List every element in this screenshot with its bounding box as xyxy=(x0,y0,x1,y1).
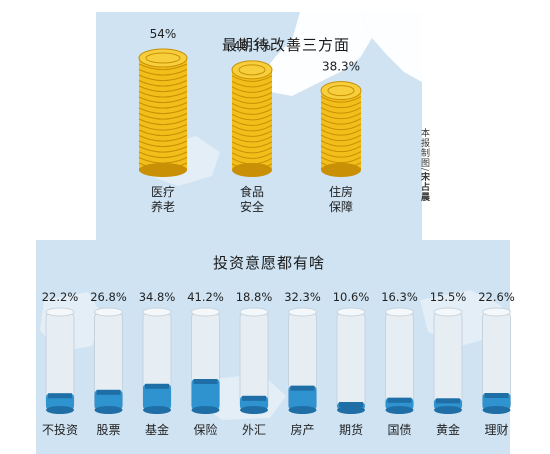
jar xyxy=(433,307,463,414)
jar xyxy=(239,307,269,414)
value-label: 22.6% xyxy=(478,290,515,304)
jar xyxy=(45,307,75,414)
coin-stack xyxy=(231,60,273,177)
category-label: 国债 xyxy=(387,423,411,437)
jar-liquid xyxy=(288,385,317,410)
jar xyxy=(336,307,366,414)
value-label: 41.2% xyxy=(187,290,224,304)
value-label: 15.5% xyxy=(430,290,467,304)
value-label: 34.8% xyxy=(139,290,176,304)
value-label: 22.2% xyxy=(42,290,79,304)
category-label: 理财 xyxy=(484,423,508,437)
category-label: 食品 xyxy=(240,184,264,199)
category-label: 期货 xyxy=(339,422,363,437)
jar xyxy=(94,307,123,414)
jar xyxy=(191,307,220,414)
jar-liquid xyxy=(143,383,171,410)
value-label: 48.3% xyxy=(233,39,271,53)
value-label: 10.6% xyxy=(333,290,370,304)
category-label: 黄金 xyxy=(436,422,460,437)
category-label: 养老 xyxy=(151,199,175,214)
value-label: 32.3% xyxy=(284,290,321,304)
value-label: 26.8% xyxy=(90,290,127,304)
coins-chart-title: 最期待改善三方面 xyxy=(222,36,351,54)
category-label: 医疗 xyxy=(151,185,175,199)
category-label: 安全 xyxy=(240,199,264,214)
category-label: 房产 xyxy=(290,422,314,437)
jar xyxy=(385,307,414,414)
category-label: 股票 xyxy=(96,423,120,437)
jars-chart-title: 投资意愿都有啥 xyxy=(213,254,326,272)
value-label: 18.8% xyxy=(236,290,273,304)
category-label: 保险 xyxy=(193,422,217,437)
jar-liquid xyxy=(191,379,220,410)
jar xyxy=(142,307,172,414)
category-label: 保障 xyxy=(329,199,353,214)
jar xyxy=(482,307,511,414)
value-label: 54% xyxy=(150,27,177,41)
jar-liquid xyxy=(94,389,123,410)
category-label: 外汇 xyxy=(242,423,266,437)
category-label: 基金 xyxy=(145,422,169,437)
category-label: 不投资 xyxy=(42,422,78,437)
category-label: 住房 xyxy=(329,184,353,199)
credit-text: 本报制图/ xyxy=(419,128,429,173)
value-label: 38.3% xyxy=(322,60,360,74)
value-label: 16.3% xyxy=(381,290,418,304)
credit-line: 本报制图/宋占晨 xyxy=(418,128,430,202)
jar xyxy=(288,307,317,414)
credit-name: 宋占晨 xyxy=(419,172,429,203)
coin-stack xyxy=(138,48,188,177)
coin-stack xyxy=(320,81,362,177)
